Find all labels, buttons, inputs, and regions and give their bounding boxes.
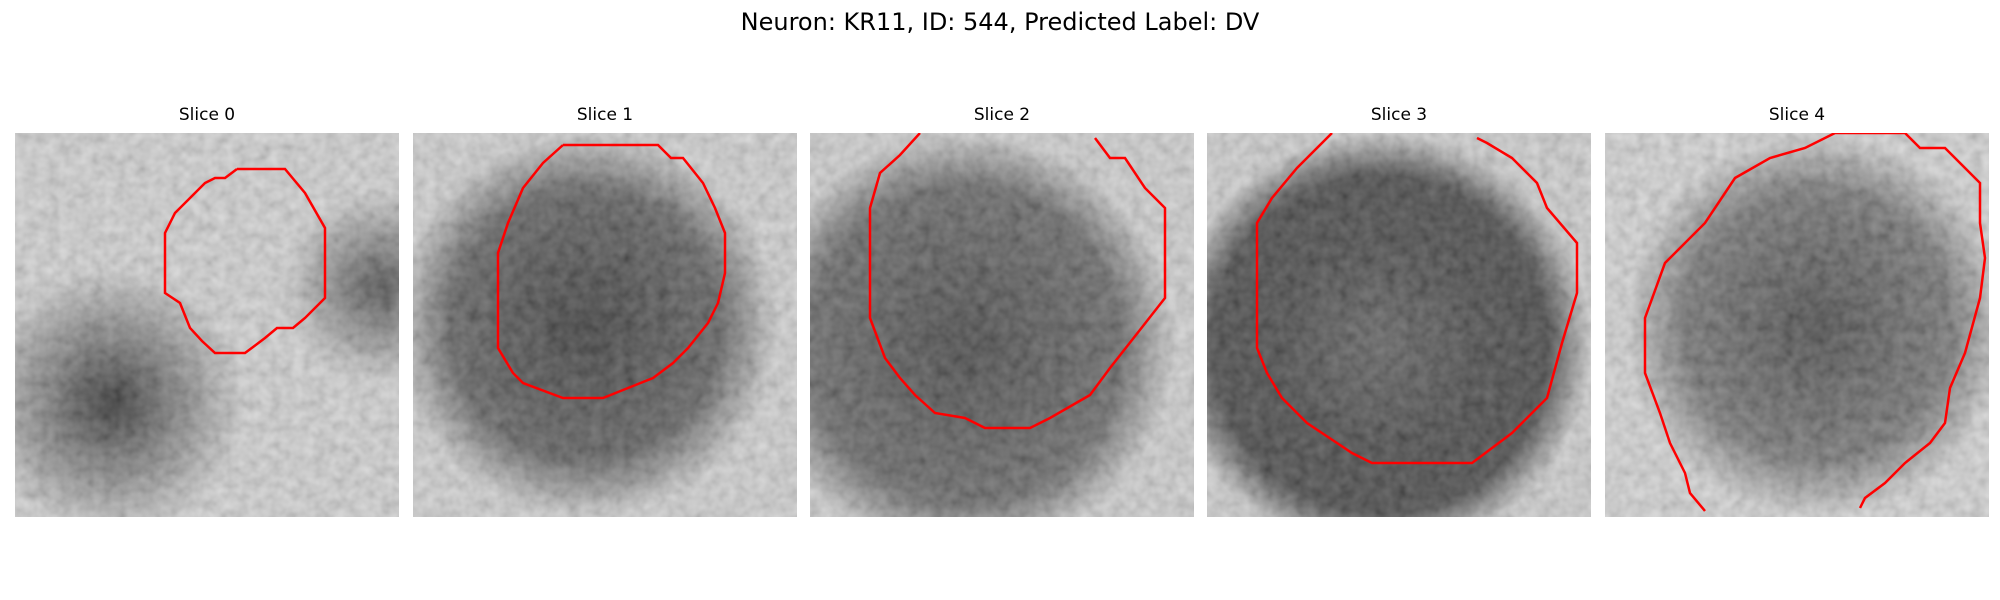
- slice-title-0: Slice 0: [178, 105, 236, 125]
- slice-image-0: [15, 133, 399, 517]
- slice-panel-3: Slice 3: [1207, 105, 1591, 517]
- figure-title: Neuron: KR11, ID: 544, Predicted Label: …: [740, 8, 1260, 36]
- slice-title-4: Slice 4: [1768, 105, 1826, 125]
- slice-image-1: [413, 133, 797, 517]
- contour-line-4: [1643, 133, 1987, 512]
- slice-panel-0: Slice 0: [15, 105, 399, 517]
- contour-line-2: [868, 133, 1167, 430]
- slice-title-2: Slice 2: [973, 105, 1031, 125]
- slice-panel-2: Slice 2: [810, 105, 1194, 517]
- contour-line-0: [163, 167, 327, 355]
- slice-panel-1: Slice 1: [413, 105, 797, 517]
- contour-line-3: [1255, 133, 1579, 465]
- slice-title-3: Slice 3: [1370, 105, 1428, 125]
- slice-image-4: [1605, 133, 1989, 517]
- slice-panel-4: Slice 4: [1605, 105, 1989, 517]
- slice-title-1: Slice 1: [576, 105, 634, 125]
- contour-line-1: [496, 143, 727, 400]
- slice-image-3: [1207, 133, 1591, 517]
- slice-image-2: [810, 133, 1194, 517]
